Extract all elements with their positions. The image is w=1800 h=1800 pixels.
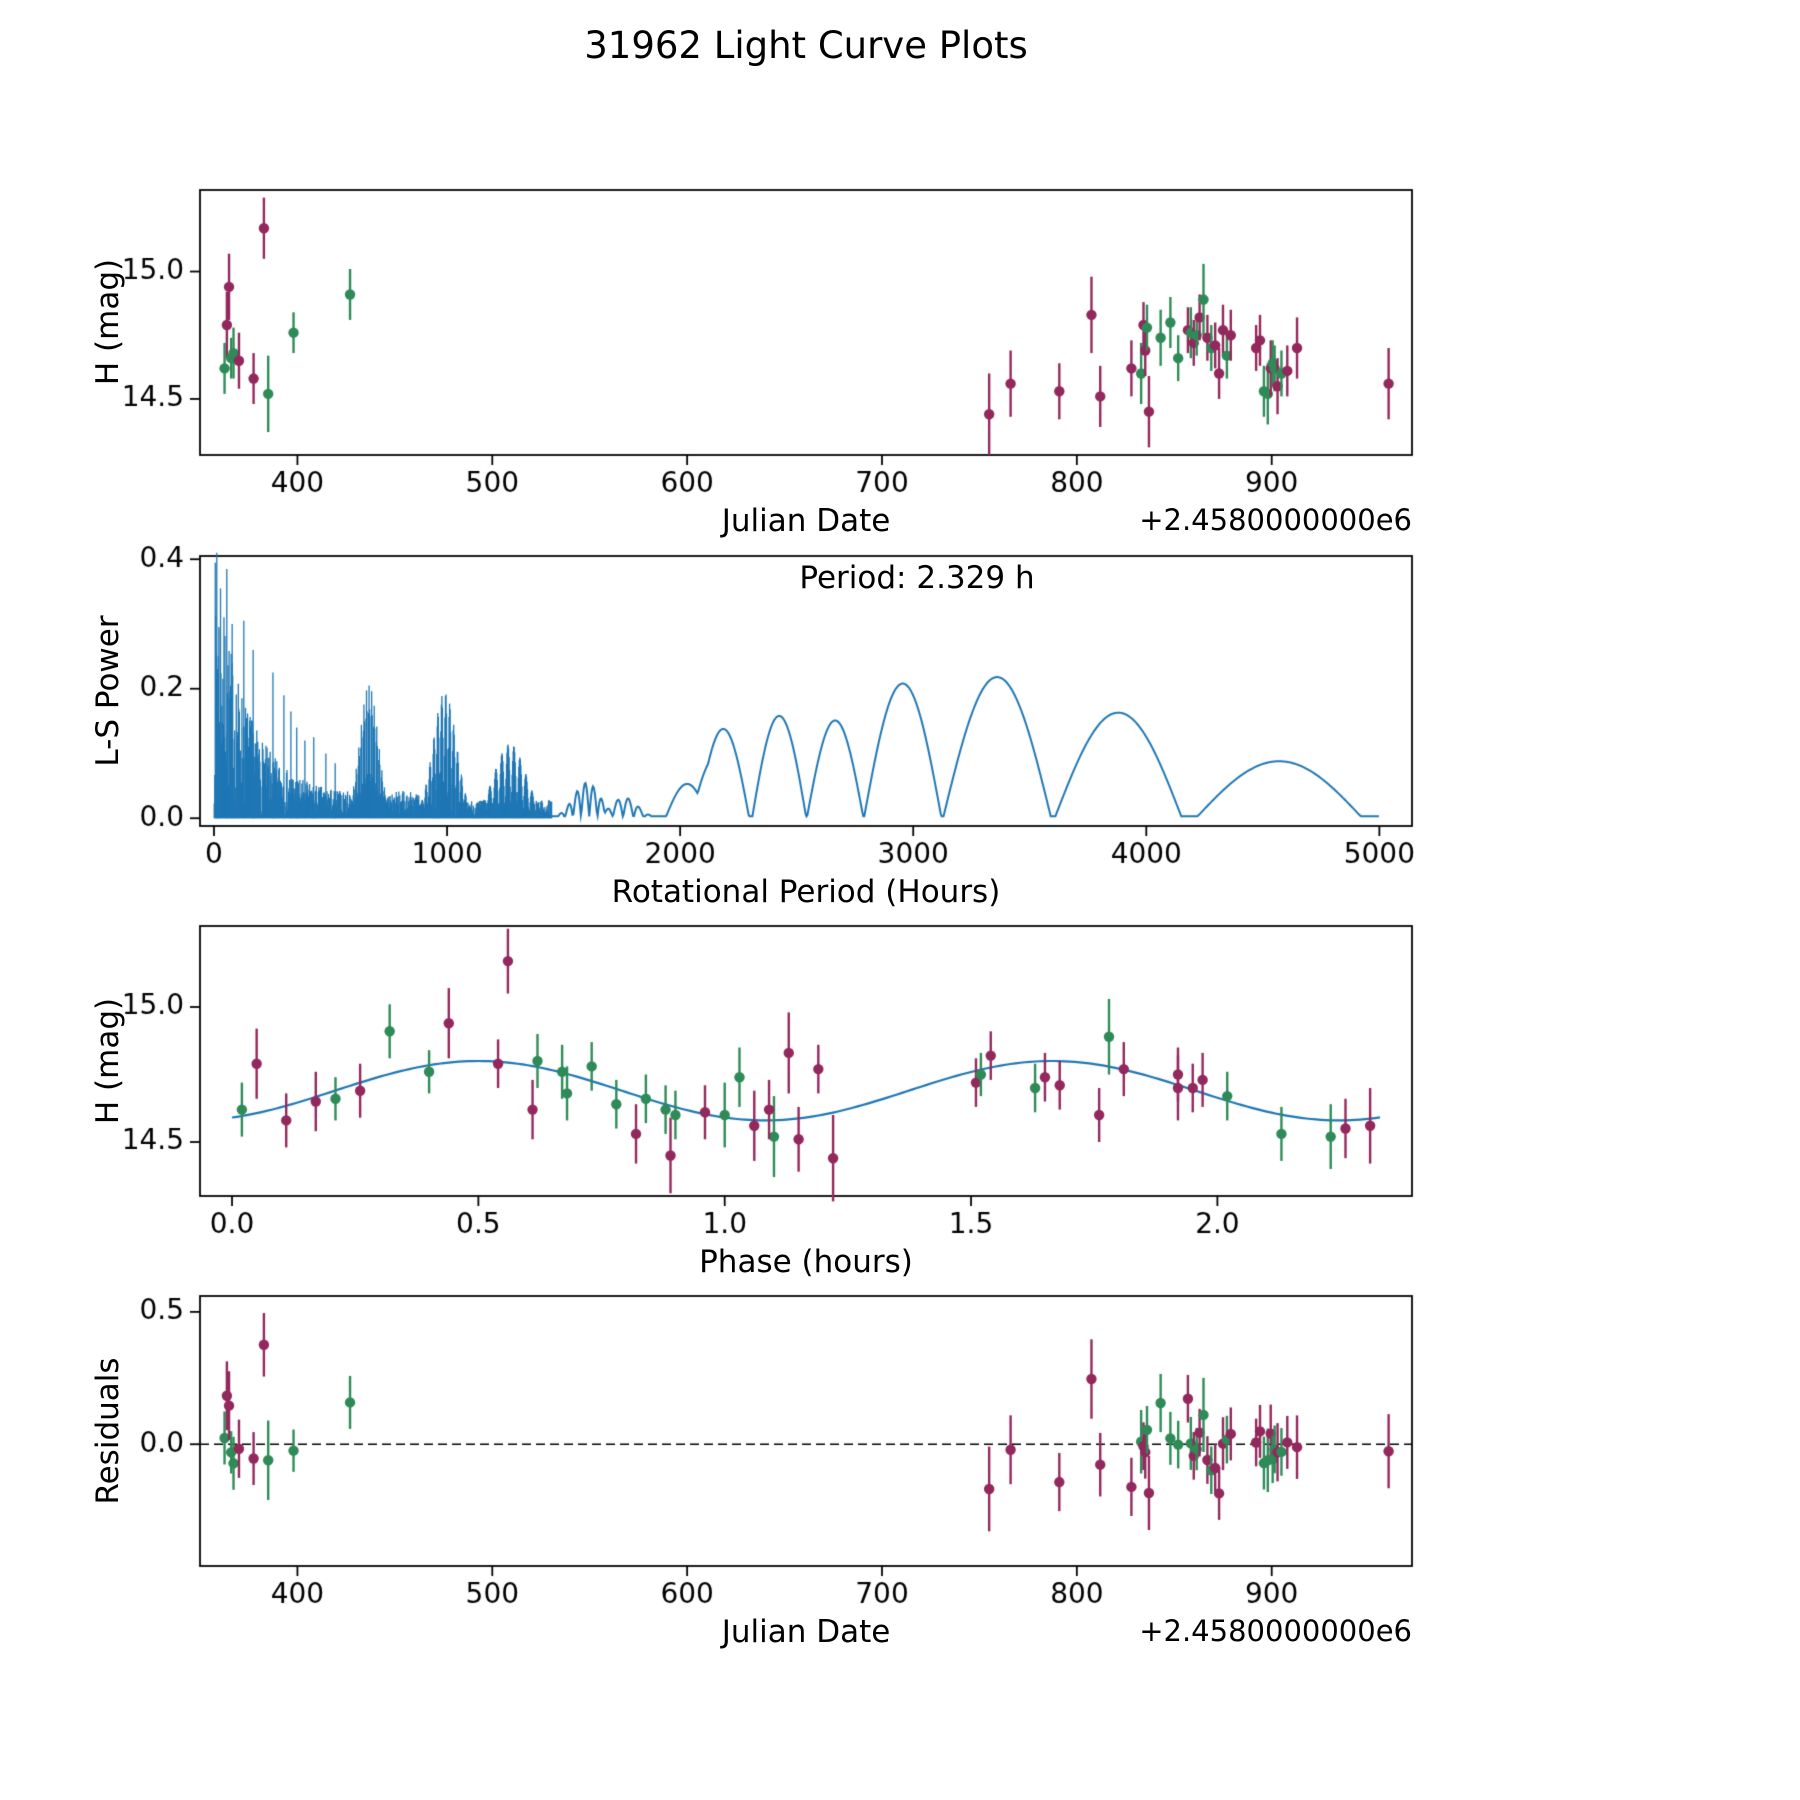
figure-title: 31962 Light Curve Plots	[584, 24, 1028, 67]
residuals-ylabel: Residuals	[90, 1357, 126, 1505]
residuals-x-offset-label: +2.4580000000e6	[1139, 1614, 1412, 1648]
phase-plot-ylabel: H (mag)	[90, 997, 126, 1125]
plot1-xlabel: Julian Date	[721, 503, 891, 539]
phase-plot-xlabel: Phase (hours)	[699, 1244, 913, 1280]
periodogram-ylabel: L-S Power	[90, 615, 126, 767]
plot1-ylabel: H (mag)	[90, 258, 126, 386]
period-annotation: Period: 2.329 h	[799, 560, 1035, 596]
residuals-xlabel: Julian Date	[721, 1614, 891, 1650]
plot1-x-offset-label: +2.4580000000e6	[1139, 503, 1412, 537]
periodogram-xlabel: Rotational Period (Hours)	[611, 874, 1001, 910]
